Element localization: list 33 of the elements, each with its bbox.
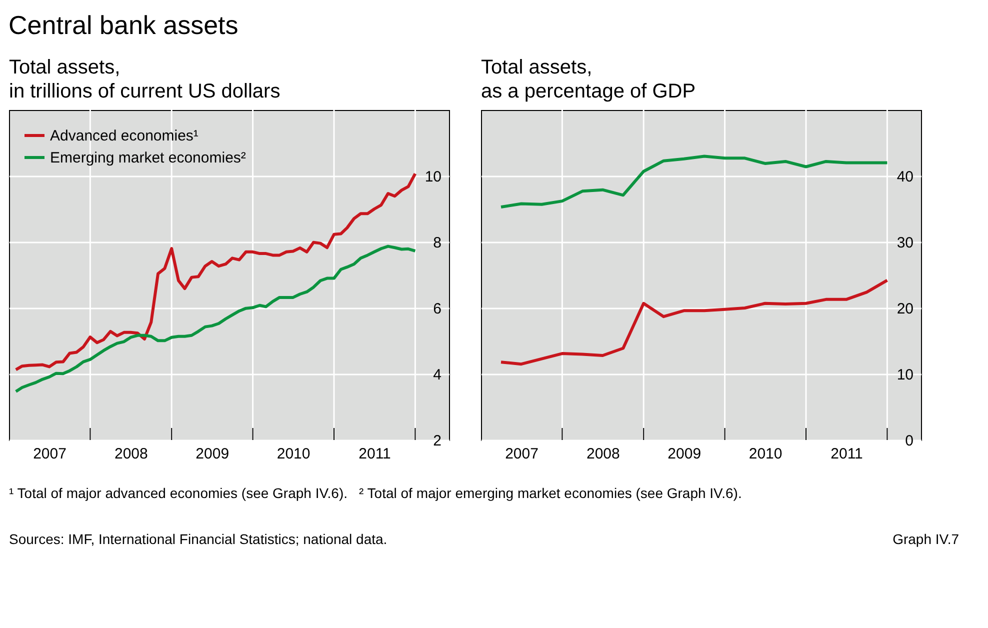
text: ² Total of major emerging market economies (see Graph IV.6). — [359, 485, 742, 501]
x-tick-label: 2008 — [114, 446, 148, 462]
line-series — [500, 278, 889, 366]
x-tick-label: 2011 — [830, 446, 863, 462]
y-tick-label: 2 — [433, 432, 442, 450]
y-tick-label: 30 — [896, 234, 914, 252]
x-tick-label: 2009 — [668, 446, 702, 462]
y-tick-label: 4 — [433, 366, 442, 384]
x-tick-label: 2010 — [748, 446, 782, 462]
x-tick-label: 2009 — [196, 446, 230, 462]
x-tick-label: 2010 — [276, 446, 310, 462]
legend-label: Emerging market economies² — [50, 150, 246, 166]
x-tick-label: 2007 — [505, 446, 538, 462]
x-tick-label: 2007 — [33, 446, 66, 462]
line-series — [14, 172, 417, 372]
legend-label: Advanced economies¹ — [50, 128, 198, 144]
y-tick-label: 8 — [433, 234, 442, 252]
line-series — [500, 154, 889, 209]
source-note: Sources: IMF, International Financial Statistics; national data. — [9, 531, 388, 547]
y-tick-label: 20 — [896, 300, 914, 318]
x-tick-label: 2008 — [586, 446, 620, 462]
chart-subtitle: Total assets, in trillions of current US dollars — [9, 56, 280, 102]
y-tick-label: 10 — [424, 168, 442, 186]
chart-title: Central bank assets — [8, 10, 238, 40]
y-tick-label: 6 — [433, 300, 442, 318]
y-tick-label: 0 — [905, 432, 914, 450]
y-tick-label: 40 — [896, 168, 914, 186]
text: ¹ Total of major advanced economies (see Graph IV.6). — [9, 485, 348, 501]
line-series — [14, 244, 417, 393]
y-tick-label: 10 — [896, 366, 914, 384]
text: Graph IV.7 — [892, 531, 960, 547]
chart-subtitle: Total assets, as a percentage of GDP — [481, 56, 696, 102]
x-tick-label: 2011 — [358, 446, 391, 462]
